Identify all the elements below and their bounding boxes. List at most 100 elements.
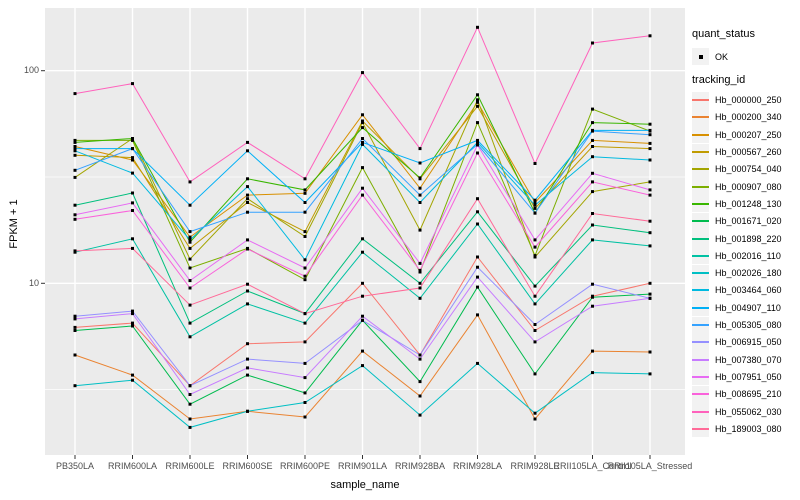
data-point <box>418 281 422 285</box>
legend-item: Hb_008695_210 <box>692 385 782 403</box>
data-point <box>131 321 134 325</box>
legend-item: Hb_001671_020 <box>692 212 782 230</box>
data-point <box>303 321 307 325</box>
data-point <box>418 193 422 197</box>
data-point <box>188 286 192 290</box>
data-point <box>648 180 652 184</box>
legend-item-label: Hb_000567_260 <box>715 147 782 157</box>
legend-item-label: Hb_004907_110 <box>715 302 781 313</box>
data-point <box>73 317 77 321</box>
data-point <box>418 394 422 398</box>
data-point <box>246 342 249 346</box>
legend-key-box <box>692 403 709 420</box>
legend-line-swatch <box>692 168 709 171</box>
legend-line-swatch <box>692 133 709 136</box>
legend-key-box <box>692 212 709 230</box>
x-tick-label: RRIM600LA <box>107 461 158 471</box>
legend-item: Hb_189003_080 <box>692 420 782 438</box>
data-point <box>246 197 249 201</box>
data-point <box>361 250 364 254</box>
legend-line-swatch <box>692 358 709 361</box>
data-point <box>533 211 537 215</box>
data-point <box>73 92 77 96</box>
data-point <box>131 137 134 140</box>
legend-line-swatch <box>692 185 709 188</box>
data-point <box>476 104 479 108</box>
data-point <box>303 201 307 204</box>
data-point <box>533 254 537 258</box>
data-point <box>533 284 537 288</box>
legend-item-label: Hb_000200_340 <box>715 112 782 123</box>
legend-item-label: Hb_000207_250 <box>715 129 782 140</box>
data-point <box>188 303 192 307</box>
data-point <box>648 122 652 126</box>
data-point <box>591 107 594 111</box>
legend-item: Hb_005305_080 <box>692 316 782 334</box>
data-point <box>418 161 422 165</box>
legend-line-swatch <box>692 341 709 344</box>
data-point <box>418 176 422 180</box>
legend-item: Hb_000907_080 <box>692 178 782 196</box>
data-point <box>648 147 652 151</box>
x-axis-title: sample_name <box>330 479 400 491</box>
data-point <box>361 349 364 353</box>
data-point <box>648 34 652 38</box>
data-point <box>303 415 307 419</box>
data-point <box>361 237 364 241</box>
legend-line-swatch <box>692 116 709 119</box>
data-point <box>131 158 134 162</box>
data-point <box>73 175 77 179</box>
data-point <box>303 191 307 195</box>
data-point <box>246 140 249 144</box>
legend-item-label: Hb_000000_250 <box>715 95 782 106</box>
legend-line-swatch <box>692 375 709 378</box>
legend-line-swatch <box>692 306 709 309</box>
data-point <box>418 286 422 290</box>
data-point <box>188 335 192 339</box>
data-point <box>591 129 594 133</box>
legend-item: Hb_000207_250 <box>692 126 782 144</box>
legend-key-box <box>692 351 709 369</box>
data-point <box>591 190 594 194</box>
data-point <box>418 380 422 384</box>
legend-item-label: Hb_001898_220 <box>715 233 782 244</box>
data-point <box>131 209 134 212</box>
legend-item: Hb_000000_250 <box>692 91 782 109</box>
data-point <box>246 177 249 181</box>
legend-item: Hb_055062_030 <box>692 403 782 420</box>
data-point <box>533 294 537 298</box>
data-point <box>648 244 652 248</box>
data-point <box>648 231 652 235</box>
data-point <box>533 411 537 415</box>
data-point <box>303 278 307 282</box>
x-tick-label: RRIM928LA <box>452 461 503 471</box>
data-point <box>361 142 364 146</box>
data-point <box>591 155 594 159</box>
data-point <box>246 210 249 214</box>
data-point <box>361 119 364 123</box>
data-point <box>476 143 479 147</box>
data-point <box>418 357 422 361</box>
data-point <box>533 201 537 204</box>
x-tick-label: RRIM928BA <box>394 461 446 471</box>
data-point <box>591 180 594 184</box>
data-point <box>246 149 249 153</box>
data-point <box>476 255 479 259</box>
data-point <box>361 294 364 298</box>
data-point <box>476 138 479 142</box>
data-point <box>73 353 77 357</box>
data-point <box>246 289 249 293</box>
legend-key-box <box>692 420 709 438</box>
data-point <box>303 361 307 365</box>
x-tick-label: RRIM600LE <box>165 461 215 471</box>
data-point <box>73 138 77 142</box>
data-point <box>246 373 249 377</box>
data-point <box>303 391 307 395</box>
data-point <box>533 329 537 332</box>
data-point <box>533 198 537 202</box>
data-point <box>73 384 77 388</box>
data-point <box>131 147 134 151</box>
legend-line-swatch <box>692 289 709 292</box>
data-point <box>476 121 479 125</box>
